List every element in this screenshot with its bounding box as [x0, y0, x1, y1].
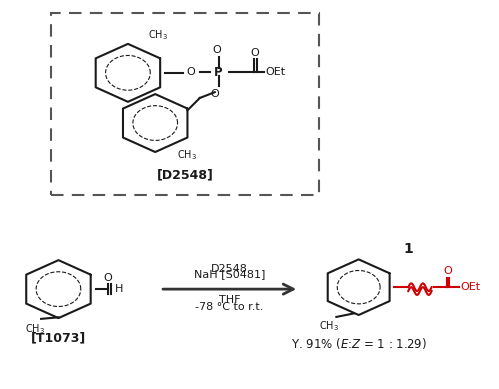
Text: [D2548]: [D2548]	[157, 168, 214, 181]
Text: O: O	[104, 273, 112, 282]
Text: OEt: OEt	[460, 282, 480, 292]
Text: Y. 91% ($\it{E}$:$\it{Z}$ = 1 : 1.29): Y. 91% ($\it{E}$:$\it{Z}$ = 1 : 1.29)	[291, 336, 427, 351]
Text: -78 °C to r.t.: -78 °C to r.t.	[196, 302, 264, 312]
Text: CH$_3$: CH$_3$	[319, 319, 339, 333]
Text: CH$_3$: CH$_3$	[148, 28, 168, 42]
Text: O: O	[250, 48, 259, 58]
Text: D2548: D2548	[211, 264, 248, 274]
Text: THF: THF	[219, 295, 241, 305]
Text: O: O	[213, 46, 222, 56]
Text: 1: 1	[403, 242, 413, 256]
Text: OEt: OEt	[265, 67, 285, 77]
Text: O: O	[211, 89, 219, 99]
Text: [T1073]: [T1073]	[31, 331, 86, 345]
Text: O: O	[443, 266, 452, 276]
Text: CH$_3$: CH$_3$	[25, 322, 45, 336]
Text: O: O	[186, 67, 195, 77]
Text: CH$_3$: CH$_3$	[178, 148, 198, 162]
Text: P: P	[214, 66, 223, 79]
FancyBboxPatch shape	[51, 13, 319, 194]
Text: H: H	[115, 284, 123, 294]
Text: NaH [S0481]: NaH [S0481]	[194, 270, 265, 279]
